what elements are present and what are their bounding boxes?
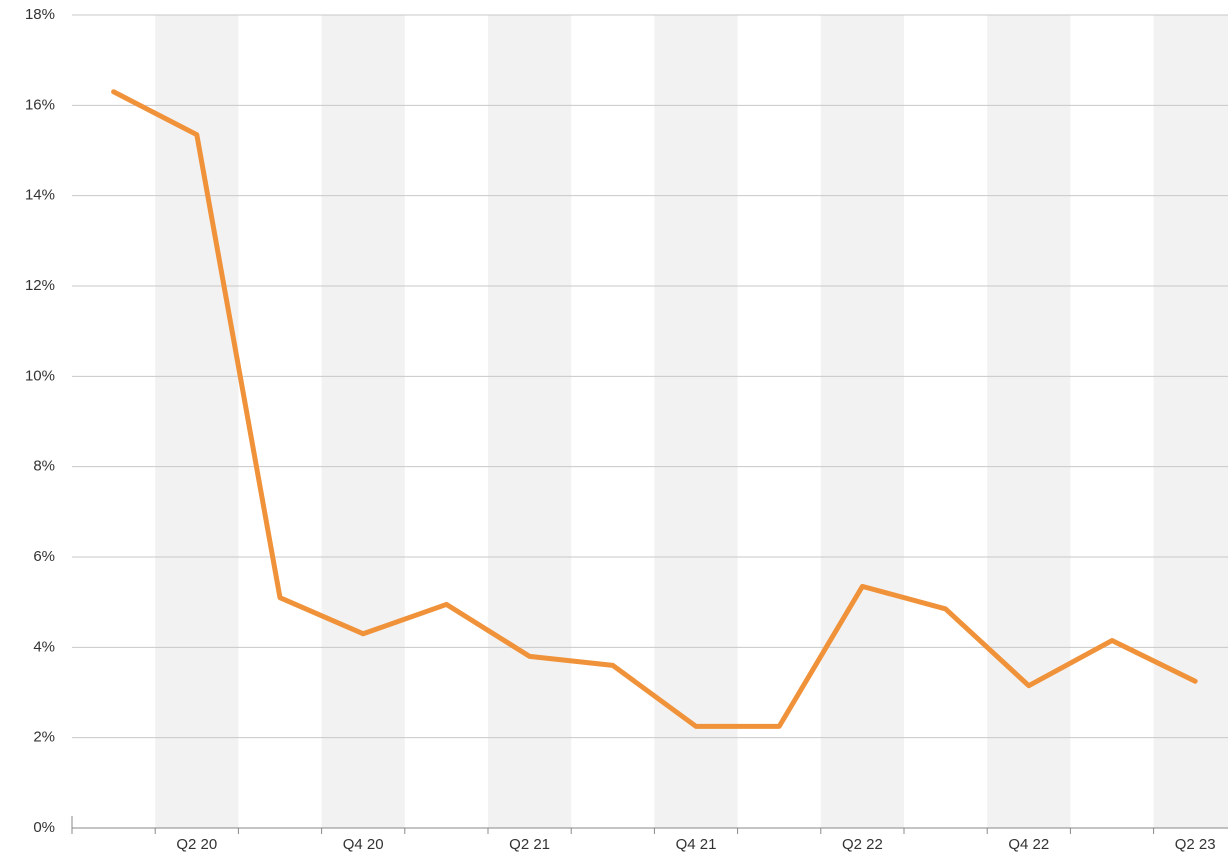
y-tick-label: 18% xyxy=(25,6,55,23)
x-tick-label: Q2 21 xyxy=(509,836,550,853)
band-shade xyxy=(321,15,405,828)
y-tick-label: 4% xyxy=(33,638,55,655)
band-shade xyxy=(488,15,572,828)
y-tick-label: 10% xyxy=(25,367,55,384)
band-shade xyxy=(1153,15,1228,828)
x-tick-label: Q2 20 xyxy=(176,836,217,853)
y-tick-label: 12% xyxy=(25,277,55,294)
x-tick-label: Q4 20 xyxy=(343,836,384,853)
band-shade xyxy=(820,15,904,828)
y-tick-label: 14% xyxy=(25,187,55,204)
x-tick-label: Q2 22 xyxy=(842,836,883,853)
y-tick-label: 0% xyxy=(33,819,55,836)
y-tick-label: 6% xyxy=(33,548,55,565)
y-tick-label: 2% xyxy=(33,729,55,746)
band-shade xyxy=(155,15,239,828)
y-tick-label: 16% xyxy=(25,96,55,113)
x-tick-label: Q4 22 xyxy=(1008,836,1049,853)
band-shade xyxy=(654,15,738,828)
x-tick-label: Q4 21 xyxy=(676,836,717,853)
y-tick-label: 8% xyxy=(33,458,55,475)
data-line xyxy=(111,89,1198,729)
x-tick-label: Q2 23 xyxy=(1175,836,1216,853)
band-shade xyxy=(987,15,1071,828)
